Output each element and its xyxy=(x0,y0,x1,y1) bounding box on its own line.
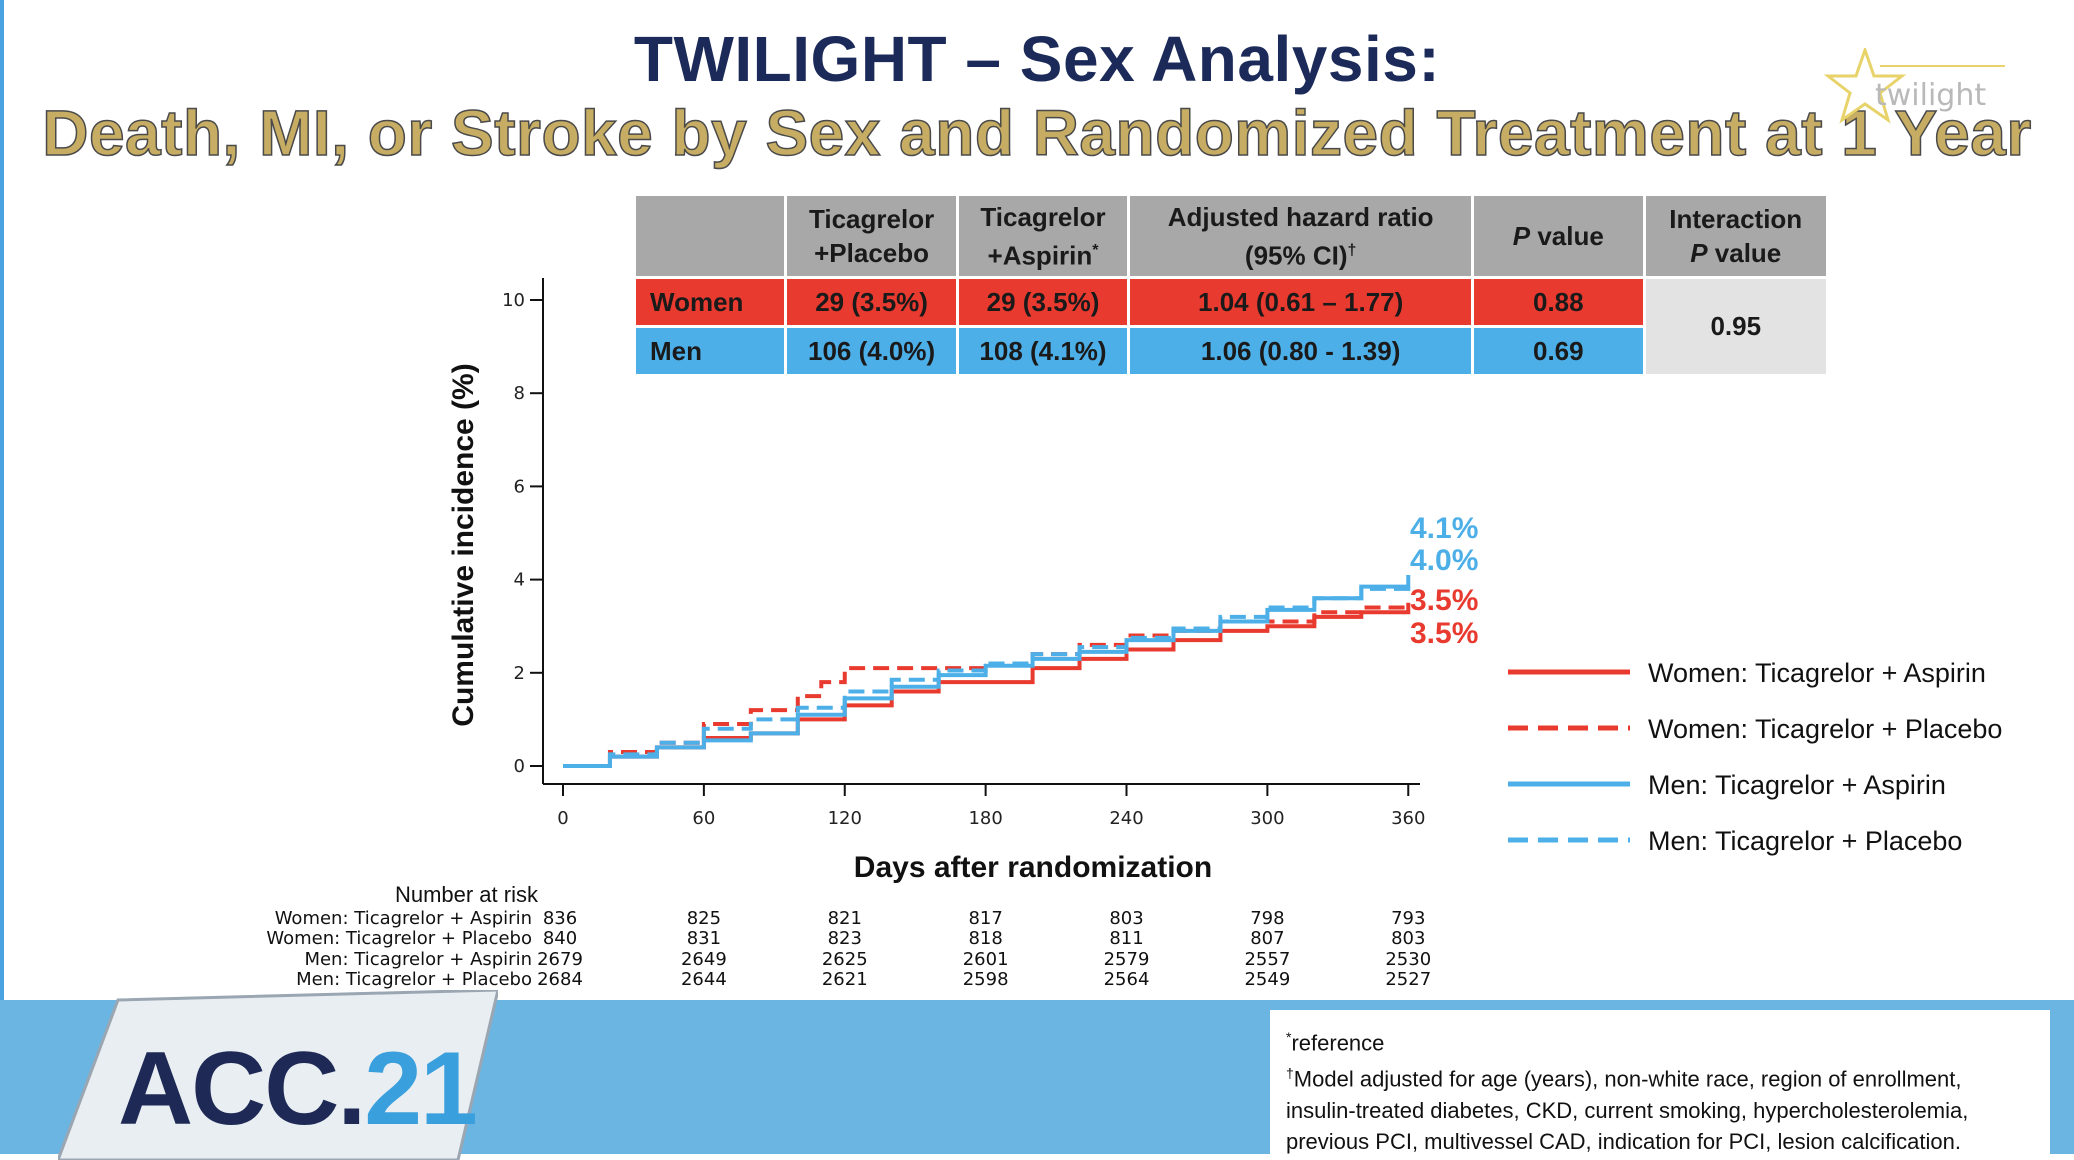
x-tick-label: 120 xyxy=(828,808,862,829)
header-hazard-ratio: Adjusted hazard ratio (95% CI)† xyxy=(1130,196,1472,276)
header-ticagrelor-aspirin: Ticagrelor +Aspirin* xyxy=(958,196,1128,276)
cell-hazard-ratio: 1.04 (0.61 – 1.77) xyxy=(1130,279,1472,325)
y-tick-label: 2 xyxy=(514,663,525,684)
x-tick-label: 0 xyxy=(557,808,568,829)
header-p-value: P value xyxy=(1474,196,1643,276)
acc21-logo: ACC.21 xyxy=(118,1031,478,1147)
risk-value: 2601 xyxy=(963,949,1009,970)
slide-title: TWILIGHT – Sex Analysis: xyxy=(633,23,1441,95)
legend-label: Men: Ticagrelor + Placebo xyxy=(1648,826,1962,856)
risk-value: 2621 xyxy=(822,969,868,990)
series-line-4 xyxy=(563,579,1411,768)
header-empty xyxy=(636,196,785,276)
risk-value: 2649 xyxy=(681,949,727,970)
risk-value: 2549 xyxy=(1244,969,1290,990)
twilight-star-logo xyxy=(1823,48,2005,124)
footnote-reference: *reference xyxy=(1286,1029,1385,1056)
risk-value: 803 xyxy=(1109,908,1143,929)
risk-value: 2564 xyxy=(1104,969,1150,990)
cell-ticagrelor-placebo: 106 (4.0%) xyxy=(787,328,956,374)
end-label: 3.5% xyxy=(1410,617,1478,650)
star-icon xyxy=(1823,48,1907,124)
y-axis-title: Cumulative incidence (%) xyxy=(447,363,480,726)
risk-value: 817 xyxy=(968,908,1002,929)
table-row-men: Men 106 (4.0%) 108 (4.1%) 1.06 (0.80 - 1… xyxy=(636,328,1826,374)
legend-label: Women: Ticagrelor + Placebo xyxy=(1648,714,2002,744)
twilight-logo-text: twilight xyxy=(1875,78,1987,113)
risk-value: 2644 xyxy=(681,969,727,990)
cell-hazard-ratio: 1.06 (0.80 - 1.39) xyxy=(1130,328,1472,374)
y-tick-label: 4 xyxy=(514,570,525,591)
risk-value: 2684 xyxy=(537,969,583,990)
series-line-3 xyxy=(563,574,1411,768)
risk-row-label: Men: Ticagrelor + Aspirin xyxy=(304,949,532,970)
risk-value: 2579 xyxy=(1104,949,1150,970)
cell-ticagrelor-aspirin: 108 (4.1%) xyxy=(958,328,1128,374)
risk-value: 823 xyxy=(828,928,862,949)
cell-label: Men xyxy=(636,328,785,374)
y-tick-label: 8 xyxy=(514,383,525,404)
header-ticagrelor-placebo: Ticagrelor +Placebo xyxy=(787,196,956,276)
acc-badge-shape xyxy=(58,990,498,1160)
risk-value: 821 xyxy=(828,908,862,929)
header-interaction-p: Interaction P value xyxy=(1645,196,1826,276)
end-label: 3.5% xyxy=(1410,584,1478,617)
risk-value: 836 xyxy=(543,908,577,929)
risk-value: 2557 xyxy=(1244,949,1290,970)
x-tick-label: 60 xyxy=(692,808,715,829)
chart-legend: Women: Ticagrelor + Aspirin Women: Ticagr… xyxy=(1508,658,2002,856)
table-header-row: Ticagrelor +Placebo Ticagrelor +Aspirin* A… xyxy=(636,196,1826,276)
legend-label: Men: Ticagrelor + Aspirin xyxy=(1648,770,1946,800)
risk-value: 2527 xyxy=(1385,969,1431,990)
risk-row-label: Women: Ticagrelor + Aspirin xyxy=(275,908,532,929)
x-tick-label: 300 xyxy=(1250,808,1284,829)
cell-interaction-p: 0.95 xyxy=(1645,279,1826,374)
risk-value: 803 xyxy=(1391,928,1425,949)
cell-ticagrelor-placebo: 29 (3.5%) xyxy=(787,279,956,325)
cell-p-value: 0.69 xyxy=(1474,328,1643,374)
x-ticks: 0 60 120 180 240 300 360 xyxy=(557,784,1425,829)
table-row-women: Women 29 (3.5%) 29 (3.5%) 1.04 (0.61 – 1… xyxy=(636,279,1826,374)
x-tick-label: 180 xyxy=(968,808,1002,829)
footnote-model: †Model adjusted for age (years), non-whi… xyxy=(1286,1065,1969,1154)
risk-value: 2530 xyxy=(1385,949,1431,970)
risk-value: 818 xyxy=(968,928,1002,949)
chart-axes xyxy=(542,278,1420,785)
risk-value: 2598 xyxy=(963,969,1009,990)
chart-series xyxy=(563,574,1411,768)
risk-value: 793 xyxy=(1391,908,1425,929)
y-tick-label: 10 xyxy=(502,290,525,311)
footnotes: *reference †Model adjusted for age (year… xyxy=(1270,1010,2050,1154)
risk-value: 2679 xyxy=(537,949,583,970)
end-label: 4.0% xyxy=(1410,544,1478,577)
x-tick-label: 240 xyxy=(1109,808,1143,829)
y-tick-label: 6 xyxy=(514,476,525,497)
end-labels: 4.1%4.0% 3.5%3.5% xyxy=(1410,512,1478,650)
y-ticks: 0 2 4 6 8 10 xyxy=(502,290,543,777)
risk-value: 798 xyxy=(1250,908,1284,929)
risk-row-label: Women: Ticagrelor + Placebo xyxy=(266,928,532,949)
risk-value: 811 xyxy=(1109,928,1143,949)
x-tick-label: 360 xyxy=(1391,808,1425,829)
risk-row-label: Men: Ticagrelor + Placebo xyxy=(296,969,532,990)
results-table: Ticagrelor +Placebo Ticagrelor +Aspirin* A… xyxy=(633,193,1829,377)
risk-value: 831 xyxy=(687,928,721,949)
slide-subtitle: Death, MI, or Stroke by Sex and Randomiz… xyxy=(41,96,2032,170)
x-axis-title: Days after randomization xyxy=(854,851,1212,884)
cell-p-value: 0.88 xyxy=(1474,279,1643,325)
cell-label: Women xyxy=(636,279,785,325)
legend-label: Women: Ticagrelor + Aspirin xyxy=(1648,658,1986,688)
number-at-risk-table: Women: Ticagrelor + Aspirin 836 825 821 817 8… xyxy=(266,908,1431,990)
y-tick-label: 0 xyxy=(514,756,525,777)
risk-value: 840 xyxy=(543,928,577,949)
risk-value: 2625 xyxy=(822,949,868,970)
risk-value: 825 xyxy=(687,908,721,929)
risk-value: 807 xyxy=(1250,928,1284,949)
number-at-risk-title: Number at risk xyxy=(395,882,539,907)
left-accent-bar xyxy=(0,0,4,1154)
cell-ticagrelor-aspirin: 29 (3.5%) xyxy=(958,279,1128,325)
end-label: 4.1% xyxy=(1410,512,1478,545)
